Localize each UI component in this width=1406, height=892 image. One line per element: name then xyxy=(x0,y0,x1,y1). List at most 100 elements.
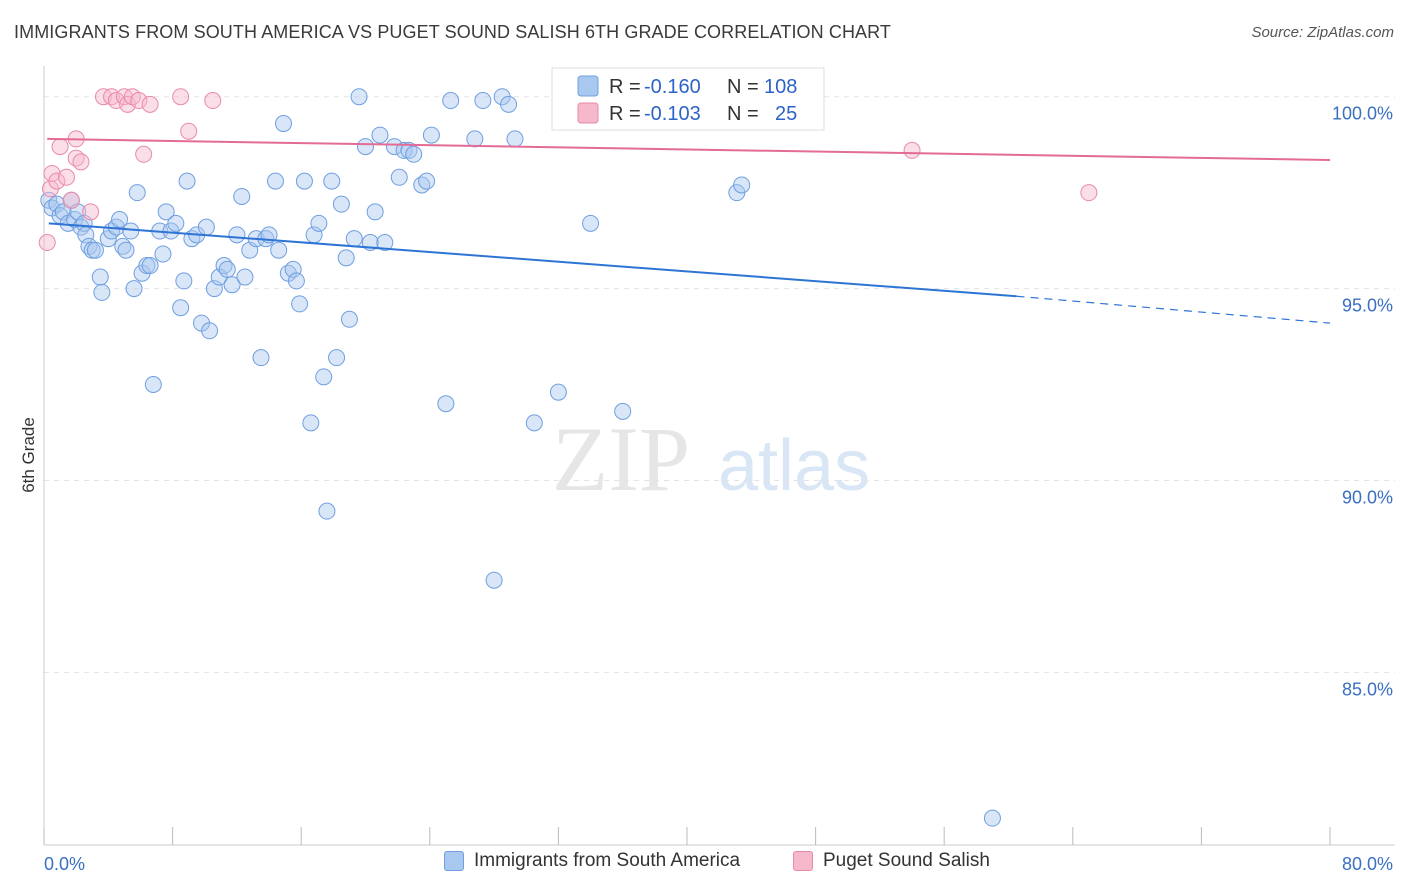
point-immigrants xyxy=(270,241,288,259)
axes xyxy=(43,66,1395,846)
point-immigrants xyxy=(117,241,135,259)
point-salish xyxy=(903,141,921,159)
point-immigrants xyxy=(318,502,336,520)
chart-title: IMMIGRANTS FROM SOUTH AMERICA VS PUGET S… xyxy=(14,22,892,42)
point-immigrants xyxy=(506,130,524,148)
point-immigrants xyxy=(357,138,374,156)
legend-r-label-1: R = xyxy=(609,76,641,98)
trend-line-immigrants-extrapolated xyxy=(1016,295,1331,324)
point-immigrants xyxy=(315,368,333,386)
point-salish xyxy=(82,203,100,221)
legend-r-label-2: R = xyxy=(609,103,641,125)
point-immigrants xyxy=(228,226,246,244)
point-immigrants xyxy=(178,172,196,190)
point-immigrants xyxy=(167,214,185,232)
point-immigrants xyxy=(485,571,503,589)
point-immigrants xyxy=(310,214,328,232)
legend-n-label-1: N = xyxy=(727,76,759,98)
point-immigrants xyxy=(218,260,236,278)
point-immigrants xyxy=(525,414,543,432)
legend-item-salish: Puget Sound Salish xyxy=(793,850,990,872)
point-immigrants xyxy=(201,322,219,340)
point-salish xyxy=(38,234,56,252)
point-immigrants xyxy=(474,92,492,110)
point-immigrants xyxy=(197,218,215,236)
legend-swatch-salish xyxy=(793,851,813,871)
point-immigrants xyxy=(332,195,350,213)
y-tick-label: 100.0% xyxy=(1332,104,1393,124)
point-salish xyxy=(204,92,222,110)
x-tick-label-min: 0.0% xyxy=(44,854,85,874)
point-immigrants xyxy=(733,176,751,194)
point-immigrants xyxy=(93,283,111,301)
series-legend: Immigrants from South America Puget Soun… xyxy=(0,850,1406,880)
point-immigrants xyxy=(291,295,309,313)
point-immigrants xyxy=(466,130,484,148)
legend-swatch-blue xyxy=(577,75,599,97)
y-tick-label: 85.0% xyxy=(1342,679,1393,699)
legend-label-immigrants: Immigrants from South America xyxy=(474,850,741,871)
y-axis-label: 6th Grade xyxy=(19,417,38,493)
series-puget-sound-salish xyxy=(38,88,1098,252)
point-salish xyxy=(1080,184,1098,202)
point-salish xyxy=(141,95,159,113)
point-immigrants xyxy=(266,172,284,190)
point-immigrants xyxy=(233,187,251,205)
legend-n-label-2: N = xyxy=(727,103,759,125)
legend-r-value-1: -0.160 xyxy=(644,76,701,98)
point-immigrants xyxy=(236,268,254,286)
legend-r-value-2: -0.103 xyxy=(644,103,701,125)
point-salish xyxy=(51,138,69,156)
point-immigrants xyxy=(175,272,193,290)
point-immigrants xyxy=(337,249,355,267)
point-immigrants xyxy=(345,230,363,248)
point-immigrants xyxy=(437,395,455,413)
x-tick-label-max: 80.0% xyxy=(1342,854,1393,874)
point-immigrants xyxy=(154,245,172,263)
point-immigrants xyxy=(111,210,129,228)
point-immigrants xyxy=(141,257,159,275)
point-immigrants xyxy=(983,809,1001,827)
point-immigrants xyxy=(500,95,518,113)
point-salish xyxy=(130,92,148,110)
point-immigrants xyxy=(128,184,146,202)
gridlines xyxy=(44,96,1395,673)
y-tick-label: 90.0% xyxy=(1342,487,1393,507)
y-tick-label: 95.0% xyxy=(1342,296,1393,316)
legend-item-immigrants: Immigrants from South America xyxy=(444,850,740,872)
legend-n-value-2: 25 xyxy=(775,103,797,125)
point-immigrants xyxy=(275,115,293,133)
point-salish xyxy=(62,191,80,209)
trend-line-salish xyxy=(47,137,1331,162)
point-immigrants xyxy=(172,299,190,317)
point-immigrants xyxy=(91,268,109,286)
legend-n-value-1: 108 xyxy=(764,76,797,98)
point-immigrants xyxy=(395,141,413,159)
point-salish xyxy=(135,145,153,163)
series-immigrants-south-america xyxy=(40,88,1001,827)
correlation-legend: R = -0.160 N = 108 R = -0.103 N = 25 xyxy=(551,67,825,131)
legend-swatch-immigrants xyxy=(444,851,464,871)
point-salish xyxy=(107,92,125,110)
point-immigrants xyxy=(366,203,384,221)
point-immigrants xyxy=(376,234,394,252)
point-immigrants xyxy=(442,92,460,110)
point-immigrants xyxy=(295,172,313,190)
point-immigrants xyxy=(157,203,175,221)
point-immigrants xyxy=(223,276,241,294)
trend-lines xyxy=(47,137,1331,324)
point-immigrants xyxy=(405,145,423,163)
point-immigrants xyxy=(549,383,567,401)
point-salish xyxy=(180,122,198,140)
legend-swatch-pink xyxy=(577,102,599,124)
point-immigrants xyxy=(350,88,368,106)
point-immigrants xyxy=(287,272,305,290)
point-immigrants xyxy=(422,126,440,144)
point-immigrants xyxy=(371,126,389,144)
point-immigrants xyxy=(390,168,408,186)
point-immigrants xyxy=(125,280,143,298)
point-immigrants xyxy=(328,349,346,367)
point-immigrants xyxy=(340,310,358,328)
watermark-atlas: atlas xyxy=(718,426,870,506)
